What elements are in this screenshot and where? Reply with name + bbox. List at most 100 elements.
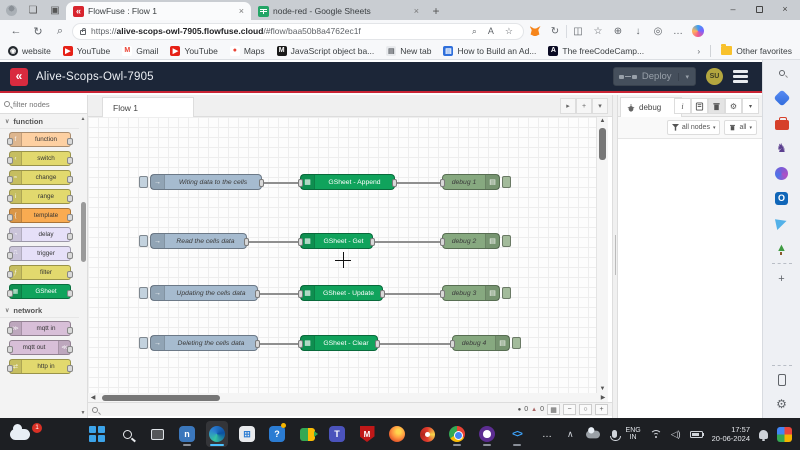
restore-button[interactable]	[746, 0, 772, 18]
extension-icon[interactable]: ↻	[550, 25, 560, 37]
main-menu-icon[interactable]	[733, 70, 752, 83]
input-port[interactable]	[298, 238, 303, 246]
palette-node-template[interactable]: {template	[7, 208, 73, 223]
favorites-icon[interactable]: ☆	[593, 25, 603, 37]
microphone-icon[interactable]	[609, 430, 621, 441]
notifications-bell-icon[interactable]	[759, 429, 768, 441]
battery-icon[interactable]	[689, 430, 705, 438]
wire[interactable]	[380, 343, 450, 345]
zoom-page-icon[interactable]: ⌕	[471, 25, 477, 36]
input-port[interactable]	[298, 290, 303, 298]
taskbar-node-app-icon[interactable]: n	[176, 421, 198, 447]
input-port[interactable]	[298, 340, 303, 348]
toolbox-icon[interactable]	[774, 115, 790, 131]
tree-icon[interactable]: ▲	[776, 242, 787, 255]
downloads-icon[interactable]: ↓	[635, 25, 641, 37]
settings-tab-button[interactable]: ⚙	[725, 98, 742, 114]
panel-resize-handle[interactable]	[612, 95, 618, 418]
tab-google-sheets[interactable]: node-red - Google Sheets ×	[251, 2, 426, 20]
language-indicator[interactable]: ENG IN	[625, 426, 641, 442]
palette-node-range[interactable]: i range	[7, 189, 73, 204]
settings-more-icon[interactable]: …	[673, 25, 683, 37]
clock[interactable]: 17:57 20-06-2024	[711, 425, 750, 443]
deploy-button[interactable]: Deploy ▾	[612, 67, 696, 86]
taskbar-vscode-icon[interactable]: <>	[506, 421, 528, 447]
taskbar-search-icon[interactable]	[116, 421, 138, 447]
wire[interactable]	[375, 241, 440, 243]
palette-node-delay[interactable]: ◔ delay	[7, 227, 73, 242]
weather-widget[interactable]: 1	[10, 422, 44, 440]
palette-node-switch[interactable]: ‹ switch	[7, 151, 73, 166]
wire[interactable]	[264, 182, 298, 184]
microsoft-365-icon[interactable]	[774, 165, 790, 181]
output-port[interactable]	[370, 238, 375, 246]
taskbar-firefox-icon[interactable]	[386, 421, 408, 447]
navigator-button[interactable]: ▦	[547, 404, 560, 415]
inject-node[interactable]: → Witing data to the cells	[139, 174, 264, 190]
taskbar-github-desktop-icon[interactable]	[476, 421, 498, 447]
add-flow-button[interactable]: +	[576, 98, 592, 114]
lock-icon[interactable]	[80, 27, 86, 35]
browser-essentials-icon[interactable]: ◎	[653, 25, 663, 37]
palette-search[interactable]	[0, 95, 87, 114]
user-avatar[interactable]: SU	[706, 68, 723, 85]
taskbar-microsoft-store-icon[interactable]: ⊞	[236, 421, 258, 447]
canvas-horizontal-scrollbar[interactable]: ◀ ▶	[88, 393, 608, 402]
bookmark-maps[interactable]: ● Maps	[229, 45, 265, 56]
inject-button[interactable]	[139, 287, 148, 299]
wire[interactable]	[260, 343, 298, 345]
inject-node[interactable]: → Read the cells data	[139, 233, 249, 249]
taskbar-mcafee-icon[interactable]: M	[356, 421, 378, 447]
inject-node[interactable]: → Updating the cells data	[139, 285, 260, 301]
inject-node[interactable]: → Deleting the cells data	[139, 335, 260, 351]
palette-node-trigger[interactable]: ⎍ trigger	[7, 246, 73, 261]
search-button[interactable]: ⌕	[56, 24, 64, 37]
tab-actions-icon[interactable]: ▣	[50, 4, 60, 16]
info-tab-button[interactable]: i	[674, 98, 691, 114]
bookmarks-overflow-chevron[interactable]: ›	[697, 45, 701, 56]
bookmark-blue-doc[interactable]: ▤ How to Build an Ad...	[443, 45, 537, 56]
other-favorites-button[interactable]: Other favorites	[721, 44, 792, 56]
show-desktop-widget-icon[interactable]	[777, 426, 792, 442]
workspaces-icon[interactable]: ❏	[28, 4, 38, 16]
taskbar-chrome-icon[interactable]	[446, 421, 468, 447]
new-tab-button[interactable]: +	[432, 4, 440, 18]
debug-node[interactable]: debug 3 ▤	[440, 285, 511, 301]
bookmark-youtube[interactable]: ▶ YouTube	[62, 45, 110, 56]
input-port[interactable]	[440, 238, 445, 246]
output-port[interactable]	[255, 340, 260, 348]
split-screen-icon[interactable]: ◫	[573, 25, 583, 37]
expand-tabs-button[interactable]: ▸	[560, 98, 576, 114]
palette-scroll-thumb[interactable]	[80, 202, 86, 262]
debug-tab[interactable]: debug	[620, 97, 682, 117]
profile-avatar-icon[interactable]	[0, 2, 22, 18]
input-port[interactable]	[440, 179, 445, 187]
gsheet-node[interactable]: ▦ GSheet - Append	[298, 174, 397, 190]
taskbar-task-view-icon[interactable]	[146, 421, 168, 447]
tab-close-icon[interactable]: ×	[238, 6, 244, 16]
palette-category-function[interactable]: ∨ function	[0, 114, 80, 129]
add-icon[interactable]: +	[778, 273, 785, 285]
bookmark-page[interactable]: ▤ New tab	[386, 45, 432, 56]
input-port[interactable]	[440, 290, 445, 298]
wire[interactable]	[249, 241, 298, 243]
taskbar-edge-icon[interactable]	[206, 421, 228, 447]
palette-node-http-in[interactable]: ⇄ http in	[7, 359, 73, 374]
close-button[interactable]: ×	[782, 4, 788, 14]
palette-node-GSheet[interactable]: ▦ GSheet	[7, 284, 73, 299]
outlook-icon[interactable]: O	[774, 190, 790, 206]
onedrive-icon[interactable]	[585, 426, 600, 438]
debug-node[interactable]: debug 1 ▤	[440, 174, 511, 190]
games-icon[interactable]: ♞	[776, 141, 787, 155]
url-text[interactable]: https://alive-scops-owl-7905.flowfuse.cl…	[91, 26, 361, 36]
deploy-options-caret[interactable]: ▾	[678, 72, 695, 81]
volume-icon[interactable]: ◁)	[670, 428, 681, 439]
output-port[interactable]	[380, 290, 385, 298]
output-port[interactable]	[244, 238, 249, 246]
debug-clear-button[interactable]: all ▾	[724, 120, 757, 135]
settings-gear-icon[interactable]: ⚙	[776, 397, 787, 411]
debug-node[interactable]: debug 4 ▤	[450, 335, 521, 351]
debug-filter-button[interactable]: all nodes ▾	[666, 120, 721, 135]
address-bar[interactable]: https://alive-scops-owl-7905.flowfuse.cl…	[72, 22, 524, 40]
bookmark-github[interactable]: ◉ website	[8, 45, 51, 56]
